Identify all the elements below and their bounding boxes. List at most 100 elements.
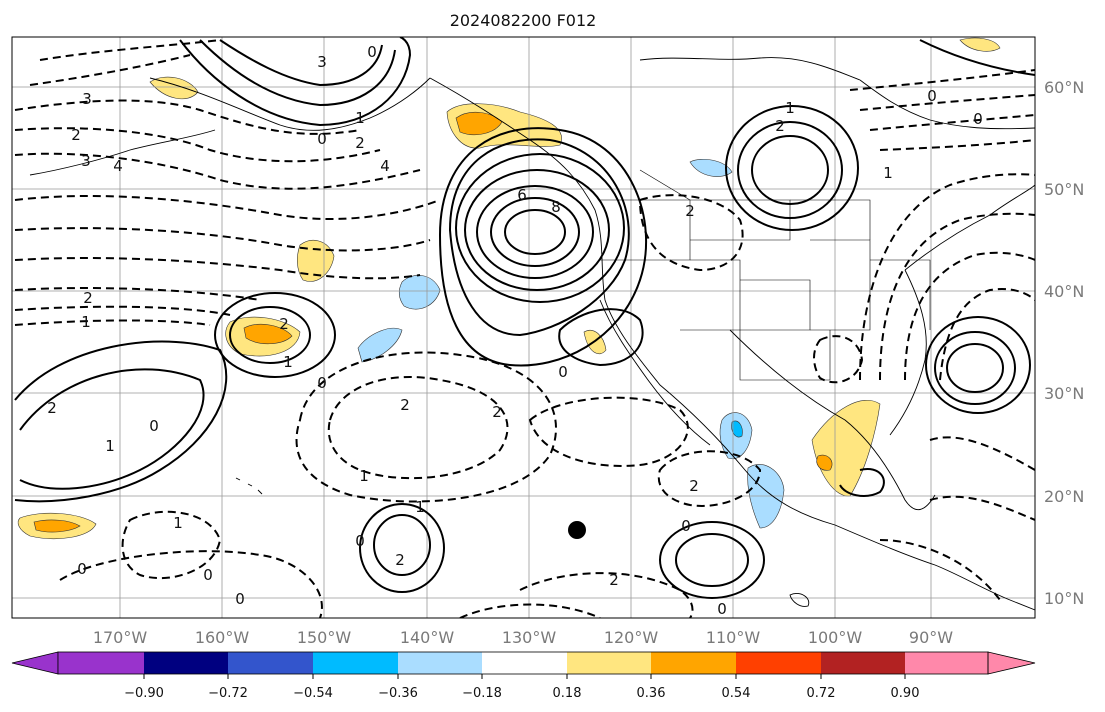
lon-label: 110°W [706,628,761,647]
lat-label: 10°N [1044,589,1084,608]
lon-label: 140°W [400,628,455,647]
lat-label: 20°N [1044,487,1084,506]
colorbar-segment [651,652,736,674]
colorbar-segment [567,652,651,674]
shade-nw-pacific [149,76,199,100]
colorbar-segment [313,652,398,674]
location-marker [568,521,586,539]
contour-label: 0 [235,590,245,608]
contour-label: 0 [149,417,159,435]
contour-label: 2 [775,117,785,135]
colorbar-tick-label: −0.54 [293,686,333,701]
colorbar-frame [57,651,989,675]
contour-label: 0 [77,560,87,578]
shade-blue-2 [357,328,403,363]
contour-label: 6 [517,186,527,204]
shade-blue-1 [398,275,441,310]
colorbar-segment [144,652,228,674]
contour-label: 0 [927,87,937,105]
contour-label: 3 [82,90,92,108]
contour-label: 8 [551,198,561,216]
lat-label: 30°N [1044,384,1084,403]
contour-label: 1 [355,109,365,127]
contour-label: 0 [558,363,568,381]
contour-label: 1 [415,498,425,516]
colorbar-segment [398,652,482,674]
contour-label: 0 [355,532,365,550]
contour-label: 2 [395,551,405,569]
shade-gulf-mexico-core [816,454,833,471]
contour-labels: 3 3 2 3 4 0 2 1 0 4 6 8 1 2 0 2 1 0 2 2 [47,43,983,618]
colorbar-segment [482,652,567,674]
colorbar-max-arrow [987,651,1036,675]
colorbar-tick-label: 0.18 [553,686,582,701]
colorbar-tick-label: 0.54 [722,686,751,701]
contour-label: 2 [47,399,57,417]
colorbar-segment [821,652,905,674]
contour-label: 0 [367,43,377,61]
contour-label: 2 [685,202,695,220]
contour-label: 1 [283,353,293,371]
colorbar-segment [905,652,988,674]
colorbar-tick-label: 0.36 [637,686,666,701]
contour-label: 2 [400,396,410,414]
solid-contours [14,37,1035,599]
shade-mid-pacific [297,240,335,282]
contour-label: 2 [71,126,81,144]
colorbar-tick-label: −0.18 [462,686,502,701]
contour-label: 1 [105,437,115,455]
shade-blue-3 [689,159,733,177]
contour-label: 2 [83,289,93,307]
colorbar-segment [228,652,313,674]
contour-label: 2 [492,403,502,421]
shade-gulf-california-core [731,420,743,438]
lon-label: 160°W [195,628,250,647]
contour-label: 3 [81,152,91,170]
contour-label: 0 [717,600,727,618]
lon-label: 170°W [93,628,148,647]
lon-label: 90°W [909,628,953,647]
gridlines [12,37,1035,618]
shade-west-edge-core [33,519,81,533]
lon-label: 130°W [502,628,557,647]
contour-label: 0 [681,517,691,535]
contour-label: 0 [317,130,327,148]
shade-hudson [959,37,1001,52]
map-frame [11,36,1036,619]
lon-label: 100°W [808,628,863,647]
shaded-regions [17,37,1001,539]
contour-label: 1 [173,514,183,532]
contour-label: 2 [279,315,289,333]
lon-label: 120°W [604,628,659,647]
map-panel: 3 3 2 3 4 0 2 1 0 4 6 8 1 2 0 2 1 0 2 2 [11,36,1084,647]
contour-label: 2 [689,477,699,495]
colorbar-tick-label: −0.36 [378,686,418,701]
contour-label: 1 [785,99,795,117]
colorbar-tick-label: 0.72 [807,686,836,701]
lat-label: 50°N [1044,180,1084,199]
colorbar: −0.90 −0.72 −0.54 −0.36 −0.18 0.18 0.36 … [11,651,1036,701]
colorbar-ticks [143,674,906,679]
contour-label: 2 [609,571,619,589]
contour-label: 4 [380,157,390,175]
contour-label: 1 [359,467,369,485]
shade-central-pacific-core [243,324,293,345]
colorbar-min-arrow [11,651,59,675]
contour-label: 1 [883,164,893,182]
dashed-contours [14,39,1035,618]
colorbar-segment [736,652,821,674]
plot-title: 2024082200 F012 [450,11,597,30]
contour-label: 1 [81,313,91,331]
lon-labels: 170°W 160°W 150°W 140°W 130°W 120°W 110°… [93,628,953,647]
lat-label: 40°N [1044,282,1084,301]
colorbar-tick-label: −0.72 [208,686,248,701]
contour-label: 4 [113,157,123,175]
lon-label: 150°W [297,628,352,647]
contour-label: 0 [317,374,327,392]
contour-label: 0 [203,566,213,584]
contour-label: 0 [973,110,983,128]
colorbar-tick-label: −0.90 [124,686,164,701]
contour-label: 2 [355,134,365,152]
lat-label: 60°N [1044,78,1084,97]
colorbar-tick-label: 0.90 [891,686,920,701]
